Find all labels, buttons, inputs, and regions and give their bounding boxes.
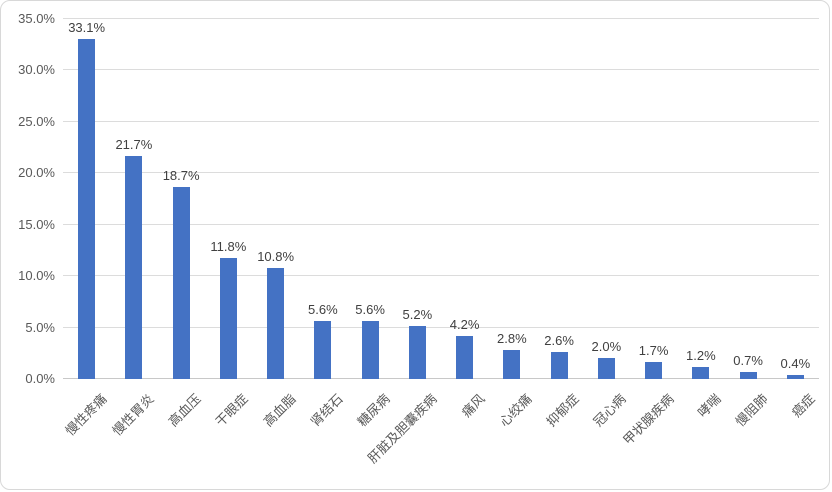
bar xyxy=(786,374,804,379)
x-axis-category-label: 慢性疼痛 xyxy=(61,391,110,439)
bar-data-label: 1.2% xyxy=(686,347,716,363)
bar-data-label: 18.7% xyxy=(162,167,200,183)
x-axis: 慢性疼痛 慢性胃炎 高血压 干眼症 高血脂 肾结石 糖尿病 肝脏及胆囊疾病 痛风 心绞痛 抑郁症 冠心… xyxy=(61,379,819,489)
x-axis-category-label: 冠心病 xyxy=(590,391,630,430)
bar xyxy=(597,358,615,379)
bar xyxy=(314,321,332,379)
bar-data-label: 33.1% xyxy=(68,19,106,35)
x-axis-category-label: 高血脂 xyxy=(260,391,299,430)
gridline xyxy=(63,120,819,122)
bar xyxy=(267,267,285,379)
x-axis-category-label: 慢阻肺 xyxy=(732,391,771,430)
x-axis-category-label: 肾结石 xyxy=(307,391,346,430)
x-axis-category-label: 心绞痛 xyxy=(496,391,535,430)
bar-data-label: 2.6% xyxy=(544,333,574,349)
bar xyxy=(172,186,190,379)
x-axis-category-label: 抑郁症 xyxy=(543,391,582,430)
bar-data-label: 5.6% xyxy=(308,302,338,318)
bar-data-label: 0.7% xyxy=(733,352,763,368)
gridline xyxy=(63,326,819,328)
bar-data-label: 21.7% xyxy=(115,136,153,152)
bar-data-label: 4.2% xyxy=(449,316,480,332)
gridline xyxy=(63,69,819,71)
bar-data-label: 1.7% xyxy=(638,342,669,358)
y-axis-tick-label: 25.0% xyxy=(18,113,55,129)
bar-data-label: 2.8% xyxy=(497,331,527,347)
y-axis-tick-label: 10.0% xyxy=(18,268,55,284)
x-axis-category-label: 干眼症 xyxy=(212,391,252,430)
bar-data-label: 2.0% xyxy=(591,339,622,355)
bar xyxy=(361,321,379,379)
bar-data-label: 11.8% xyxy=(210,238,247,254)
x-axis-category-label: 哮喘 xyxy=(694,391,724,421)
x-axis-category-label: 糖尿病 xyxy=(354,391,393,430)
x-axis-category-label: 甲状腺疾病 xyxy=(619,391,677,448)
bar xyxy=(125,155,143,379)
x-axis-category-label: 高血压 xyxy=(165,391,204,430)
y-axis: 0.0% 5.0% 10.0% 15.0% 20.0% 25.0% 30.0% 35.0% xyxy=(1,11,55,386)
x-axis-category-label: 癌症 xyxy=(789,391,819,421)
gridline xyxy=(63,18,819,19)
bar xyxy=(503,350,521,379)
bar xyxy=(739,371,757,379)
bar xyxy=(645,361,663,379)
bar xyxy=(219,257,237,379)
bar-data-label: 5.2% xyxy=(402,306,433,322)
y-axis-tick-label: 35.0% xyxy=(18,11,55,26)
y-axis-tick-label: 0.0% xyxy=(25,371,55,386)
x-axis-category-label: 痛风 xyxy=(458,391,488,421)
bar xyxy=(692,366,710,379)
plot-area: 33.1% 21.7% 18.7% 11.8% 10.8% 5.6% 5.6% 5.2% 4.2… xyxy=(63,18,819,379)
y-axis-tick-label: 30.0% xyxy=(18,62,55,78)
gridline xyxy=(63,172,819,174)
x-axis-line xyxy=(63,378,819,379)
bar xyxy=(550,352,568,379)
y-axis-tick-label: 20.0% xyxy=(18,165,55,181)
gridline xyxy=(63,275,819,277)
gridline xyxy=(63,223,819,225)
y-axis-tick-label: 15.0% xyxy=(18,216,55,232)
bar xyxy=(456,335,474,379)
x-axis-category-label: 慢性胃炎 xyxy=(109,391,157,439)
bar xyxy=(408,325,426,379)
bar-data-label: 5.6% xyxy=(355,302,385,318)
bar-data-label: 0.4% xyxy=(780,355,811,371)
bar xyxy=(78,38,96,379)
y-axis-tick-label: 5.0% xyxy=(25,319,55,335)
bar-data-label: 10.8% xyxy=(257,248,295,264)
